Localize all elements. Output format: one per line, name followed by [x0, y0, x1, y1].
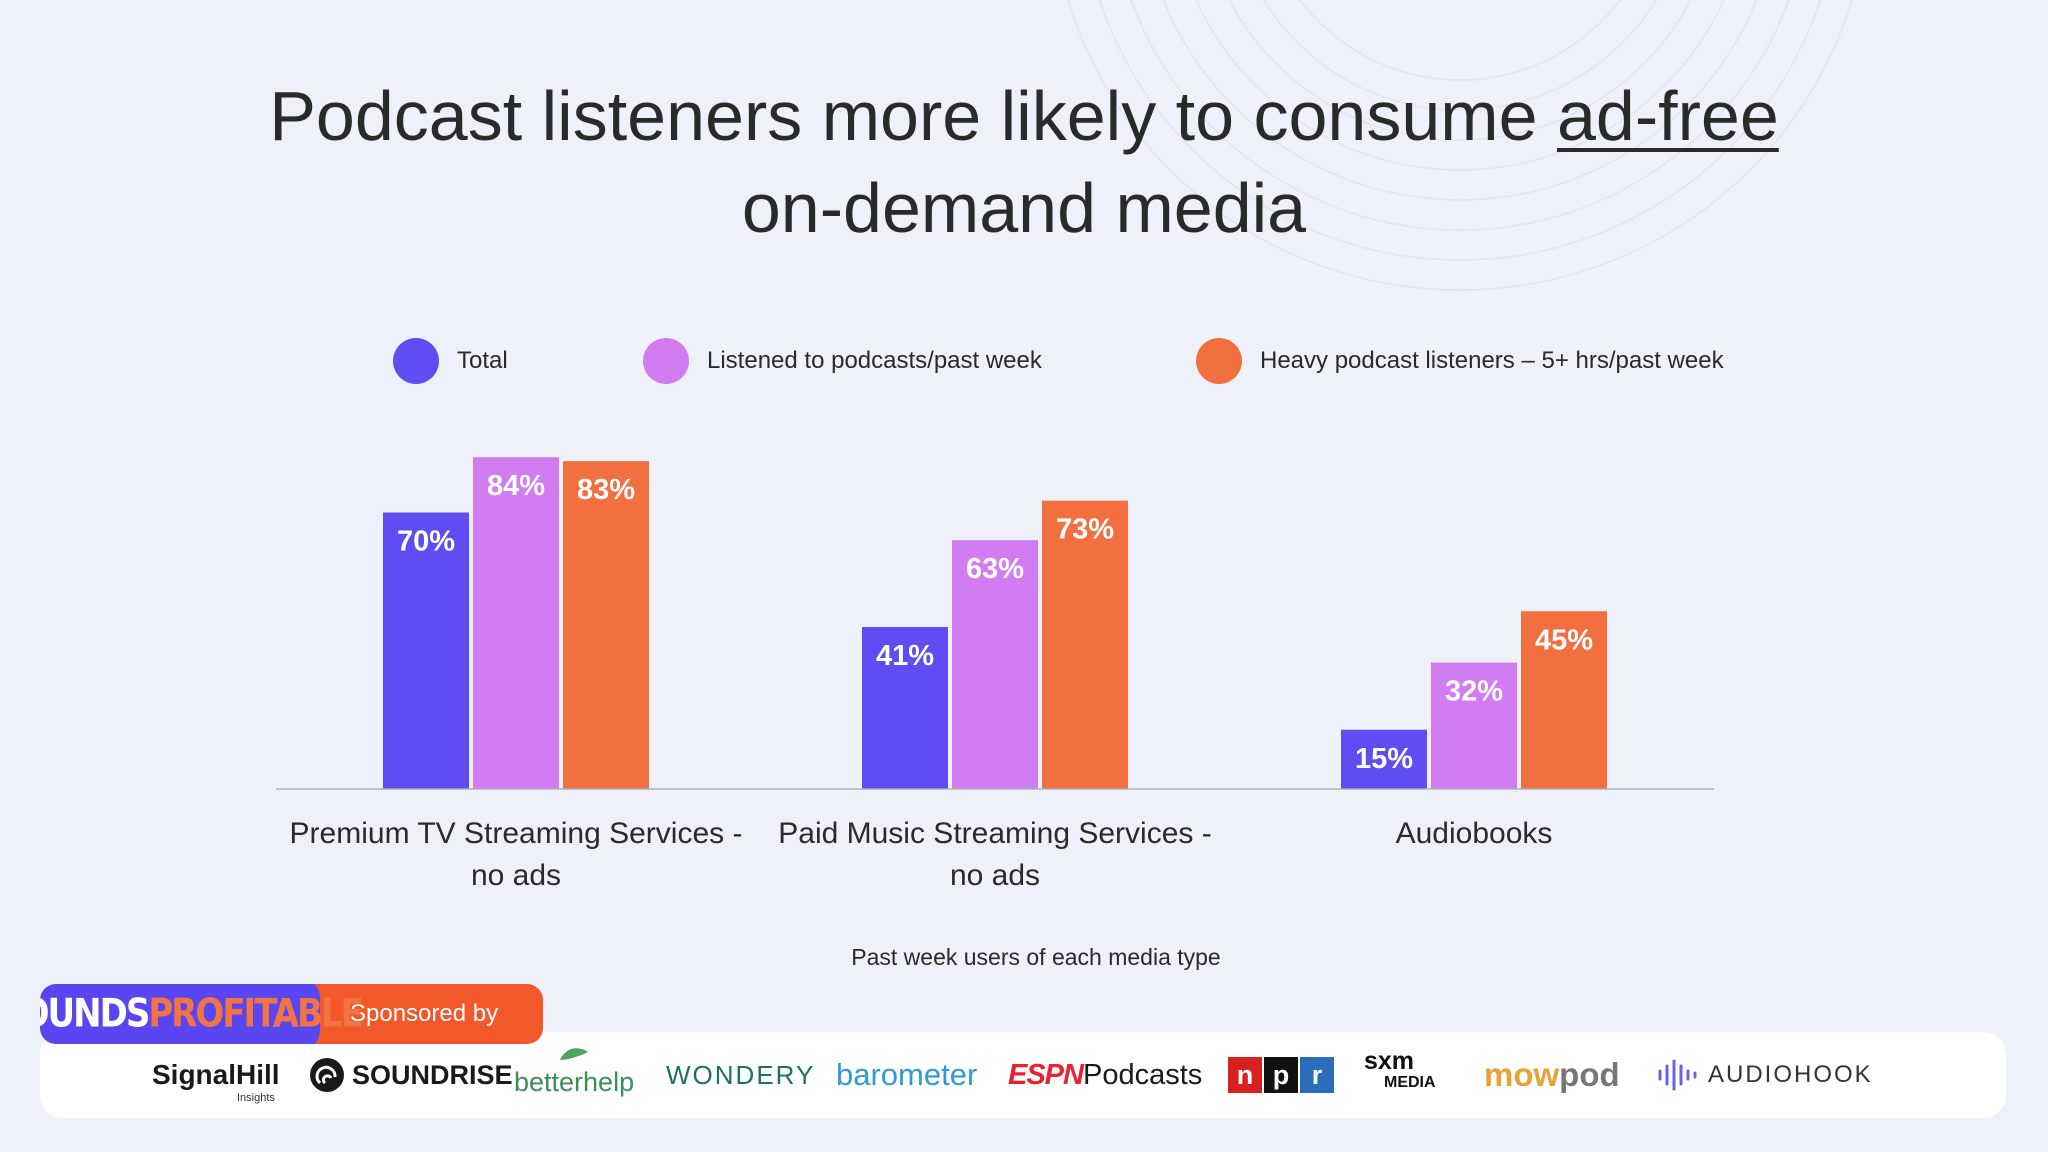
- chart-title: Podcast listeners more likely to consume…: [269, 77, 1779, 247]
- npr-logo: n p r: [1228, 1050, 1336, 1100]
- data-label: 41%: [876, 640, 934, 672]
- sxm-media-logo: sxm MEDIA: [1364, 1047, 1436, 1092]
- legend-swatch: [393, 338, 439, 384]
- legend-swatch: [1196, 338, 1242, 384]
- title-highlight: ad-free: [1556, 77, 1779, 155]
- soundrise-icon: [310, 1058, 344, 1092]
- bar-1-2: [473, 457, 559, 789]
- bar-2-2: [952, 540, 1038, 789]
- sponsor-bar: [40, 1032, 2006, 1118]
- legend-label: Total: [457, 347, 508, 374]
- legend-item-listened: Listened to podcasts/past week: [643, 336, 1042, 386]
- bar-1-1: [383, 512, 469, 789]
- category-label: Premium TV Streaming Services -: [290, 817, 743, 850]
- sounds-profitable-logo: SOUNDSPROFITABLE: [40, 984, 364, 1044]
- audiohook-icon: [1658, 1059, 1697, 1091]
- sponsored-by-label: Sponsored by: [304, 984, 543, 1044]
- bar-2-3: [1042, 500, 1128, 789]
- legend-label: Heavy podcast listeners – 5+ hrs/past we…: [1260, 347, 1724, 374]
- leaf-icon: [560, 1048, 588, 1060]
- bar-3-1: [1341, 729, 1427, 789]
- data-label: 83%: [577, 474, 635, 506]
- legend-label: Listened to podcasts/past week: [707, 347, 1042, 374]
- bar-2-1: [862, 627, 948, 789]
- legend-swatch: [643, 338, 689, 384]
- category-label: no ads: [471, 859, 561, 892]
- category-label: no ads: [950, 859, 1040, 892]
- espn-podcasts-logo: ESPN Podcasts: [1008, 1058, 1203, 1091]
- x-axis-title: Past week users of each media type: [851, 944, 1221, 970]
- mowpod-logo: mow pod: [1484, 1056, 1620, 1093]
- bar-3-2: [1431, 662, 1517, 789]
- data-label: 63%: [966, 553, 1024, 585]
- bar-3-3: [1521, 611, 1607, 789]
- wondery-logo: WONDERY: [666, 1059, 816, 1090]
- data-label: 70%: [397, 526, 455, 558]
- barometer-logo: barometer: [836, 1057, 978, 1092]
- audiohook-logo: AUDIOHOOK: [1656, 1050, 1873, 1100]
- data-label: 84%: [487, 470, 545, 502]
- data-label: 15%: [1355, 743, 1413, 775]
- category-label: Paid Music Streaming Services -: [778, 817, 1211, 850]
- legend-item-heavy: Heavy podcast listeners – 5+ hrs/past we…: [1196, 336, 1724, 386]
- data-label: 32%: [1445, 676, 1503, 708]
- category-label: Audiobooks: [1396, 817, 1553, 850]
- data-label: 73%: [1056, 514, 1114, 546]
- soundrise-logo: SOUNDRISE: [308, 1050, 513, 1100]
- data-label: 45%: [1535, 624, 1593, 656]
- legend-item-total: Total: [393, 336, 508, 386]
- betterhelp-logo: betterhelp: [514, 1048, 634, 1100]
- signal-hill-logo: SignalHill Insights: [152, 1059, 280, 1104]
- sounds-profitable-badge: SOUNDSPROFITABLE Sponsored by: [40, 984, 543, 1044]
- bar-1-3: [563, 461, 649, 789]
